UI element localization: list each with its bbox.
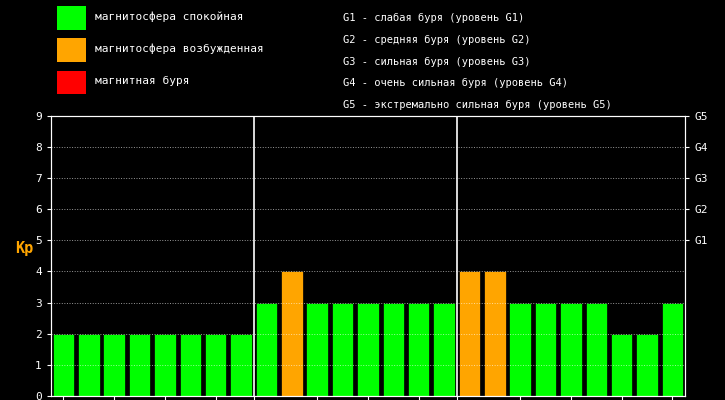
- Bar: [357, 302, 378, 396]
- Bar: [637, 334, 658, 396]
- Bar: [408, 302, 429, 396]
- Text: G4 - очень сильная буря (уровень G4): G4 - очень сильная буря (уровень G4): [342, 78, 568, 88]
- Bar: [611, 334, 632, 396]
- Bar: [560, 302, 581, 396]
- Bar: [434, 302, 455, 396]
- Bar: [662, 302, 683, 396]
- Bar: [510, 302, 531, 396]
- Text: G3 - сильная буря (уровень G3): G3 - сильная буря (уровень G3): [342, 56, 530, 67]
- Text: магнитная буря: магнитная буря: [95, 76, 190, 86]
- Bar: [129, 334, 150, 396]
- Bar: [231, 334, 252, 396]
- FancyBboxPatch shape: [57, 70, 86, 94]
- Bar: [256, 302, 277, 396]
- Text: магнитосфера возбужденная: магнитосфера возбужденная: [95, 44, 264, 54]
- Bar: [586, 302, 607, 396]
- Bar: [53, 334, 74, 396]
- Bar: [78, 334, 99, 396]
- Bar: [205, 334, 226, 396]
- Text: G1 - слабая буря (уровень G1): G1 - слабая буря (уровень G1): [342, 13, 523, 24]
- Bar: [281, 272, 302, 396]
- Bar: [180, 334, 201, 396]
- FancyBboxPatch shape: [57, 38, 86, 62]
- Y-axis label: Кр: Кр: [14, 241, 33, 256]
- Text: магнитосфера спокойная: магнитосфера спокойная: [95, 11, 244, 22]
- Bar: [307, 302, 328, 396]
- Bar: [459, 272, 480, 396]
- Bar: [154, 334, 175, 396]
- Bar: [332, 302, 353, 396]
- FancyBboxPatch shape: [57, 6, 86, 30]
- Bar: [104, 334, 125, 396]
- Bar: [383, 302, 404, 396]
- Bar: [535, 302, 556, 396]
- Text: G5 - экстремально сильная буря (уровень G5): G5 - экстремально сильная буря (уровень …: [342, 100, 611, 110]
- Text: G2 - средняя буря (уровень G2): G2 - средняя буря (уровень G2): [342, 35, 530, 45]
- Bar: [484, 272, 505, 396]
